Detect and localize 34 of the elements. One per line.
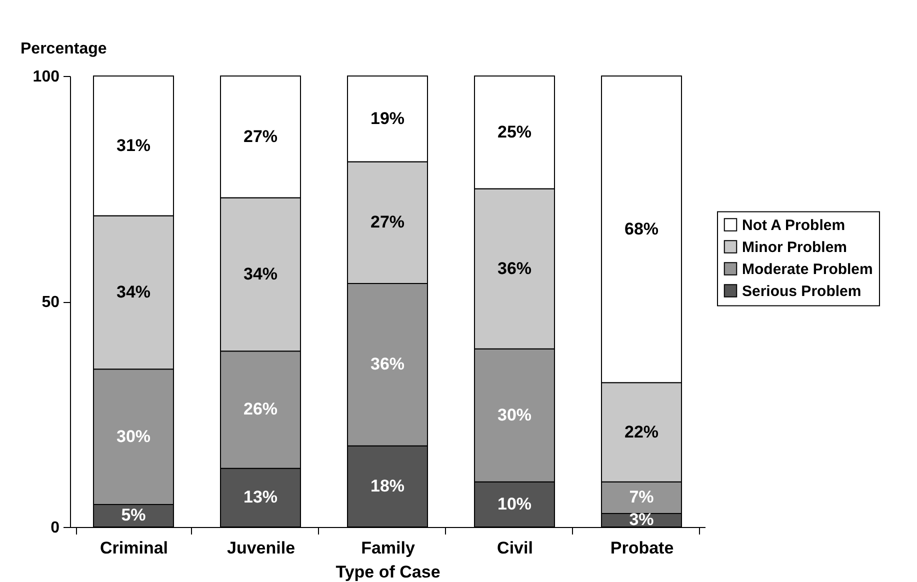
x-tick-label: Civil <box>497 538 533 558</box>
data-label: 10% <box>497 494 532 514</box>
data-label: 34% <box>243 264 278 284</box>
data-label: 36% <box>497 258 532 278</box>
y-tick-label: 100 <box>32 68 60 86</box>
legend-label: Not A Problem <box>742 216 846 234</box>
y-tick-label: 0 <box>50 520 60 536</box>
data-label: 25% <box>497 122 532 142</box>
y-axis-title: Percentage <box>20 40 107 58</box>
legend-label: Minor Problem <box>742 238 848 256</box>
data-label: 34% <box>116 282 151 302</box>
data-label: 68% <box>624 219 659 238</box>
data-label: 22% <box>624 422 659 442</box>
x-tick-label: Juvenile <box>226 538 296 558</box>
data-label: 18% <box>370 476 405 496</box>
x-axis-title: Type of Case <box>336 562 440 582</box>
data-label: 30% <box>497 405 532 424</box>
x-tick-label: Family <box>361 538 416 558</box>
data-label: 7% <box>629 488 654 507</box>
data-label: 27% <box>370 212 405 232</box>
x-tick-label: Criminal <box>100 538 168 558</box>
y-tick-label: 50 <box>42 294 60 311</box>
data-label: 5% <box>121 506 146 525</box>
data-label: 19% <box>370 108 405 128</box>
data-label: 36% <box>370 354 405 374</box>
data-label: 13% <box>243 488 278 507</box>
data-label: 27% <box>243 126 278 146</box>
data-label: 30% <box>116 426 151 446</box>
data-label: 3% <box>629 510 654 530</box>
x-tick-label: Probate <box>610 538 674 558</box>
data-label: 31% <box>116 136 151 155</box>
legend-label: Serious Problem <box>742 282 862 300</box>
data-label: 26% <box>243 400 278 419</box>
legend-label: Moderate Problem <box>742 260 873 278</box>
